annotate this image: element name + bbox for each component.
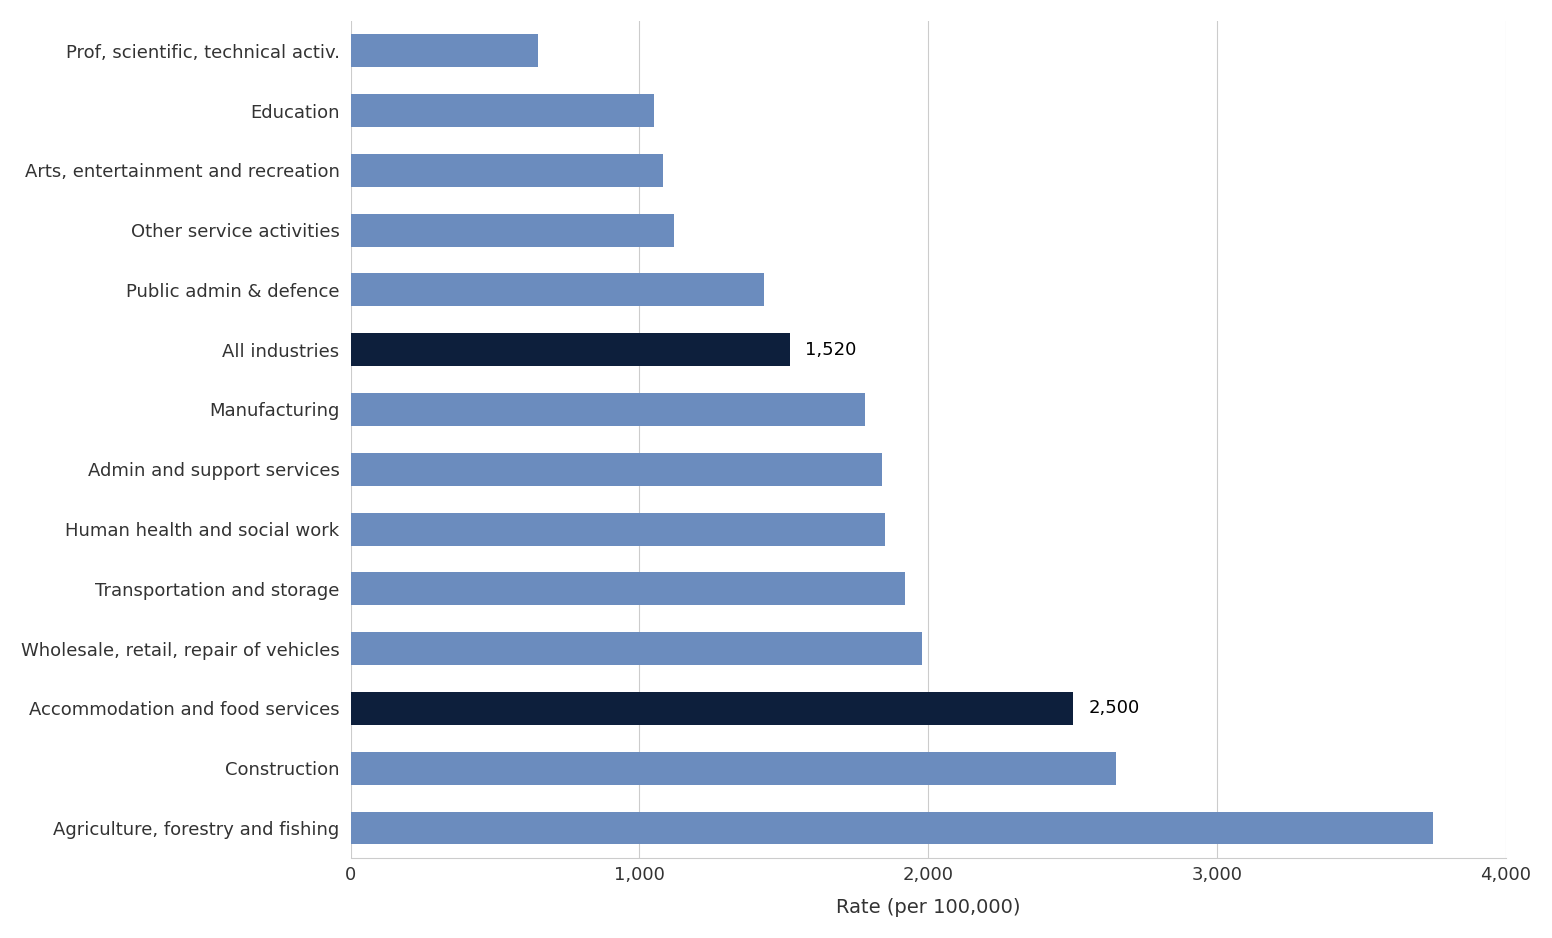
- Bar: [351, 214, 674, 247]
- Bar: [351, 811, 1434, 844]
- Bar: [351, 154, 663, 187]
- Bar: [351, 274, 764, 307]
- Bar: [351, 692, 1072, 725]
- Bar: [351, 35, 539, 68]
- Bar: [351, 333, 790, 366]
- Text: 1,520: 1,520: [805, 340, 857, 358]
- Bar: [351, 513, 885, 546]
- Bar: [351, 94, 653, 127]
- X-axis label: Rate (per 100,000): Rate (per 100,000): [837, 899, 1020, 917]
- Bar: [351, 632, 922, 665]
- Bar: [351, 393, 864, 426]
- Text: 2,500: 2,500: [1088, 700, 1139, 718]
- Bar: [351, 752, 1116, 785]
- Bar: [351, 572, 905, 605]
- Bar: [351, 453, 882, 486]
